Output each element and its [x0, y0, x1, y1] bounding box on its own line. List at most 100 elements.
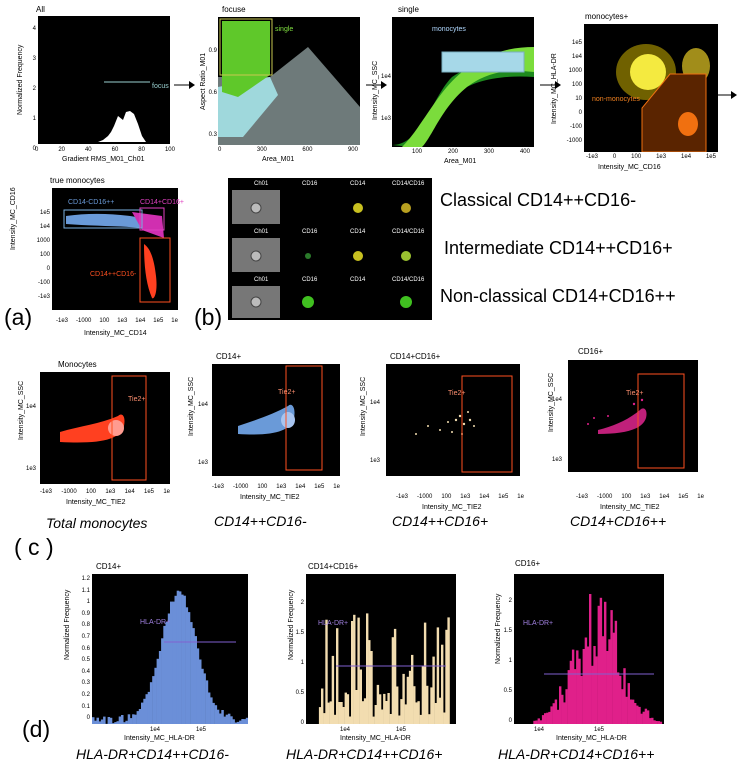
hist-bar — [634, 703, 636, 724]
cell-header-ch01: Ch01 — [254, 181, 268, 187]
cell-header-cd16: CD16 — [302, 277, 317, 283]
hist-bar — [411, 655, 413, 724]
hist-bar — [334, 715, 336, 724]
hist-bar — [553, 703, 555, 724]
hist-bar — [139, 709, 142, 724]
hist-bar — [150, 682, 153, 724]
row4-xlabel: Intensity_MC_HLA-DR — [340, 735, 411, 742]
hist-bar — [426, 686, 428, 724]
hist-bar — [563, 702, 565, 724]
row3-ylabel: Intensity_MC_SSC — [18, 381, 25, 440]
focuse-scatter — [218, 17, 360, 145]
row3-plot-monocytes — [40, 372, 170, 484]
hist-bar — [330, 701, 332, 724]
hist-bar — [215, 705, 218, 724]
hist-bar — [157, 659, 160, 724]
hist-bar — [148, 692, 151, 724]
hist-bar — [600, 598, 602, 724]
hist-bar — [445, 630, 447, 724]
row4-plot-cd14cd16 — [306, 574, 456, 724]
row4-xtick: 1e4 — [534, 727, 544, 733]
row4-title-cd14cd16: CD14+CD16+ — [308, 562, 358, 571]
monocytes-xticks: -1e3 0 100 1e3 1e4 1e5 — [586, 154, 716, 160]
row4-xtick: 1e5 — [196, 727, 206, 733]
hist-bar — [112, 723, 115, 724]
row3-scatter-monocytes — [40, 372, 170, 484]
arrow-icon — [716, 90, 738, 100]
hist-bar — [364, 698, 366, 724]
row4-caption-cd14cd16: HLA-DR+CD14++CD16+ — [286, 746, 442, 762]
hist-bar — [323, 713, 325, 724]
hist-bar — [154, 668, 157, 724]
label-c: ( c ) — [14, 534, 54, 561]
hist-bar — [643, 712, 645, 724]
hist-bar — [345, 693, 347, 724]
hist-bar — [351, 621, 353, 724]
row4-caption-cd14: HLA-DR+CD14++CD16- — [76, 746, 229, 762]
hist-bar — [405, 704, 407, 724]
hist-bar — [417, 701, 419, 724]
hist-bar — [366, 613, 368, 724]
row4-hist-cd14 — [92, 574, 248, 724]
true-monocytes-xlabel: Intensity_MC_CD14 — [84, 330, 147, 337]
hist-bar — [108, 717, 111, 724]
hist-bar — [568, 670, 570, 724]
row3-xticks: -1e3 -1000 100 1e3 1e4 1e5 1e — [40, 489, 170, 495]
hist-bar — [538, 718, 540, 724]
row4-gate: HLA-DR+ — [140, 619, 170, 626]
hist-bar — [591, 666, 593, 724]
hist-bar — [349, 717, 351, 725]
hist-bar — [392, 637, 394, 724]
hist-bar — [655, 721, 657, 724]
hist-bar — [559, 686, 561, 724]
hist-bar — [224, 717, 227, 724]
hist-bar — [533, 721, 535, 724]
row3-caption-cd14: CD14++CD16- — [214, 513, 307, 529]
hist-bar — [602, 636, 604, 724]
hist-bar — [447, 617, 449, 724]
hist-bar — [208, 693, 211, 725]
row4-hist-cd14cd16 — [306, 574, 456, 724]
hist-bar — [161, 638, 164, 724]
all-title: All — [36, 5, 45, 14]
hist-bar — [219, 714, 222, 725]
row3-ylabel: Intensity_MC_SSC — [360, 377, 367, 436]
hist-bar — [226, 715, 229, 724]
cell-header-cd14: CD14 — [350, 181, 365, 187]
hist-bar — [146, 694, 149, 724]
row3-scatter-cd14 — [212, 364, 340, 476]
cell-image-grid — [228, 178, 432, 320]
hist-bar — [212, 703, 215, 724]
hist-bar — [540, 720, 542, 724]
hist-bar — [610, 610, 612, 724]
row3-caption-cd16: CD14+CD16++ — [570, 513, 666, 529]
row3-plot-cd16 — [568, 360, 698, 472]
hist-bar — [658, 721, 660, 724]
hist-bar — [638, 707, 640, 724]
hist-bar — [121, 715, 124, 724]
hist-bar — [589, 594, 591, 724]
row3-yticks: 1e4 1e3 — [26, 376, 36, 500]
hist-bar — [92, 717, 95, 724]
hist-bar — [163, 626, 166, 724]
gate-cd14p-cd16p: CD14+CD16+ — [140, 199, 184, 206]
cell-header-cd14cd16: CD14/CD16 — [392, 229, 424, 235]
hist-bar — [396, 687, 398, 725]
single-scatter — [392, 17, 534, 147]
hist-bar — [239, 721, 242, 724]
hist-bar — [103, 717, 106, 724]
focuse-xticks: 0 300 600 900 — [218, 147, 358, 153]
row3-title-cd14cd16: CD14+CD16+ — [390, 352, 440, 361]
hist-bar — [598, 606, 600, 724]
hist-bar — [159, 651, 162, 724]
hist-bar — [435, 703, 437, 724]
hist-bar — [372, 717, 374, 724]
hist-bar — [383, 694, 385, 724]
hist-bar — [228, 714, 231, 724]
hist-bar — [170, 602, 173, 724]
hist-bar — [181, 595, 184, 724]
hist-bar — [649, 718, 651, 724]
hist-bar — [640, 714, 642, 724]
hist-bar — [186, 607, 189, 724]
hist-bar — [132, 714, 135, 724]
